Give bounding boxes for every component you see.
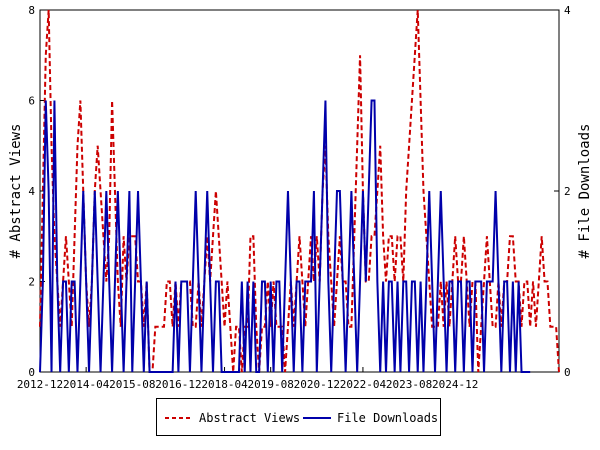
right-axis-ticks: 0 2 4 (554, 4, 571, 379)
x-tick-label: 2015-08 (109, 378, 155, 391)
left-tick-label: 2 (28, 276, 35, 289)
x-tick-label: 2022-04 (340, 378, 387, 391)
right-tick-label: 2 (564, 185, 571, 198)
left-axis-label: # Abstract Views (8, 124, 24, 259)
x-tick-label: 2019-08 (247, 378, 293, 391)
series-layer (39, 9, 560, 373)
legend-item-abstract-views: Abstract Views (165, 399, 300, 437)
legend-swatch-abstract-views (165, 417, 193, 419)
legend-label-file-downloads: File Downloads (337, 411, 439, 425)
legend-item-file-downloads: File Downloads (303, 399, 438, 437)
right-tick-label: 0 (564, 366, 571, 379)
series-line-file-downloads (39, 99, 531, 373)
x-tick-label: 2024-12 (432, 378, 478, 391)
left-tick-label: 6 (28, 95, 35, 108)
right-tick-label: 4 (564, 4, 571, 17)
left-tick-label: 0 (28, 366, 35, 379)
legend: Abstract Views File Downloads (156, 398, 441, 436)
x-tick-label: 2012-12 (17, 378, 63, 391)
x-tick-label: 2018-04 (201, 378, 248, 391)
x-tick-label: 2020-12 (294, 378, 340, 391)
legend-label-abstract-views: Abstract Views (199, 411, 301, 425)
x-tick-label: 2023-08 (386, 378, 432, 391)
x-tick-label: 2014-04 (63, 378, 110, 391)
x-tick-label: 2016-12 (155, 378, 201, 391)
left-tick-label: 8 (28, 4, 35, 17)
x-axis-ticks: 2012-12 2014-04 2015-08 2016-12 2018-04 2019-… (17, 367, 478, 391)
left-tick-label: 4 (28, 185, 35, 198)
right-axis-label: # File Downloads (577, 124, 593, 259)
legend-swatch-file-downloads (303, 417, 331, 419)
